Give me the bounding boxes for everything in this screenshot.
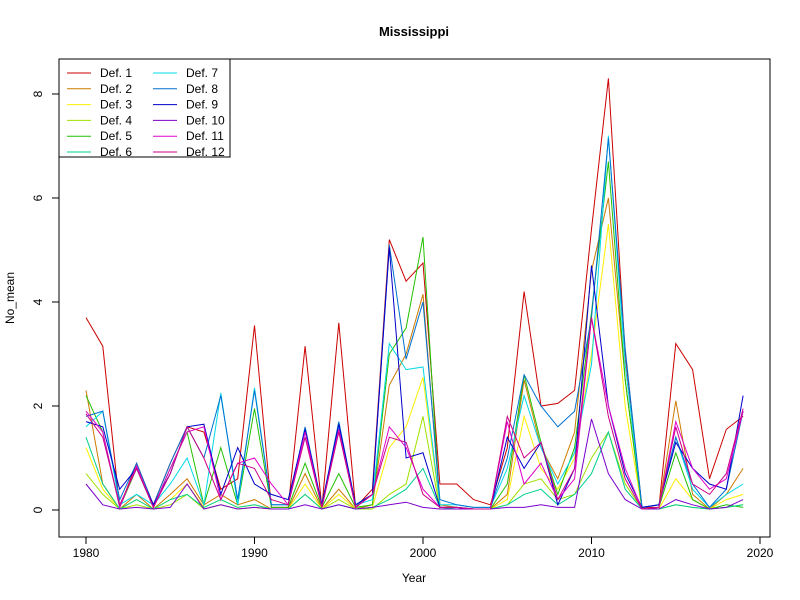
series-line-def-5	[85, 161, 744, 510]
series-line-def-3	[85, 223, 744, 510]
series-line-def-4	[85, 416, 744, 510]
legend-label: Def. 1	[100, 66, 132, 80]
legend-label: Def. 11	[186, 129, 224, 143]
legend-label: Def. 9	[186, 98, 218, 112]
legend-label: Def. 8	[186, 82, 218, 96]
series-line-def-12	[85, 317, 744, 510]
x-tick-label: 2000	[410, 546, 437, 560]
y-tick-label: 4	[31, 298, 45, 305]
x-axis-label: Year	[402, 571, 426, 585]
y-tick-label: 2	[31, 402, 45, 409]
series-line-def-7	[85, 135, 744, 509]
series-line-def-11	[85, 317, 744, 510]
x-tick-label: 2020	[747, 546, 774, 560]
legend-label: Def. 7	[186, 66, 218, 80]
y-axis: 0 2 4 6 8	[31, 90, 60, 513]
x-tick-label: 2010	[578, 546, 605, 560]
legend-label: Def. 12	[186, 145, 225, 159]
x-tick-label: 1980	[73, 546, 100, 560]
series-lines	[85, 78, 744, 510]
legend-label: Def. 10	[186, 113, 225, 127]
legend-label: Def. 3	[100, 98, 132, 112]
legend-box	[58, 58, 231, 158]
legend-label: Def. 2	[100, 82, 132, 96]
chart-title: Mississippi	[379, 24, 449, 39]
y-tick-label: 8	[31, 90, 45, 97]
x-tick-label: 1990	[241, 546, 268, 560]
y-tick-label: 6	[31, 194, 45, 201]
series-line-def-9	[85, 247, 744, 510]
series-line-def-10	[85, 418, 744, 510]
series-line-def-6	[85, 430, 744, 510]
legend-label: Def. 6	[100, 145, 132, 159]
legend-label: Def. 4	[100, 113, 132, 127]
x-axis: 1980 1990 2000 2010 2020	[73, 536, 774, 560]
y-axis-label: No_mean	[3, 272, 17, 324]
y-tick-label: 0	[31, 506, 45, 513]
legend-label: Def. 5	[100, 129, 132, 143]
